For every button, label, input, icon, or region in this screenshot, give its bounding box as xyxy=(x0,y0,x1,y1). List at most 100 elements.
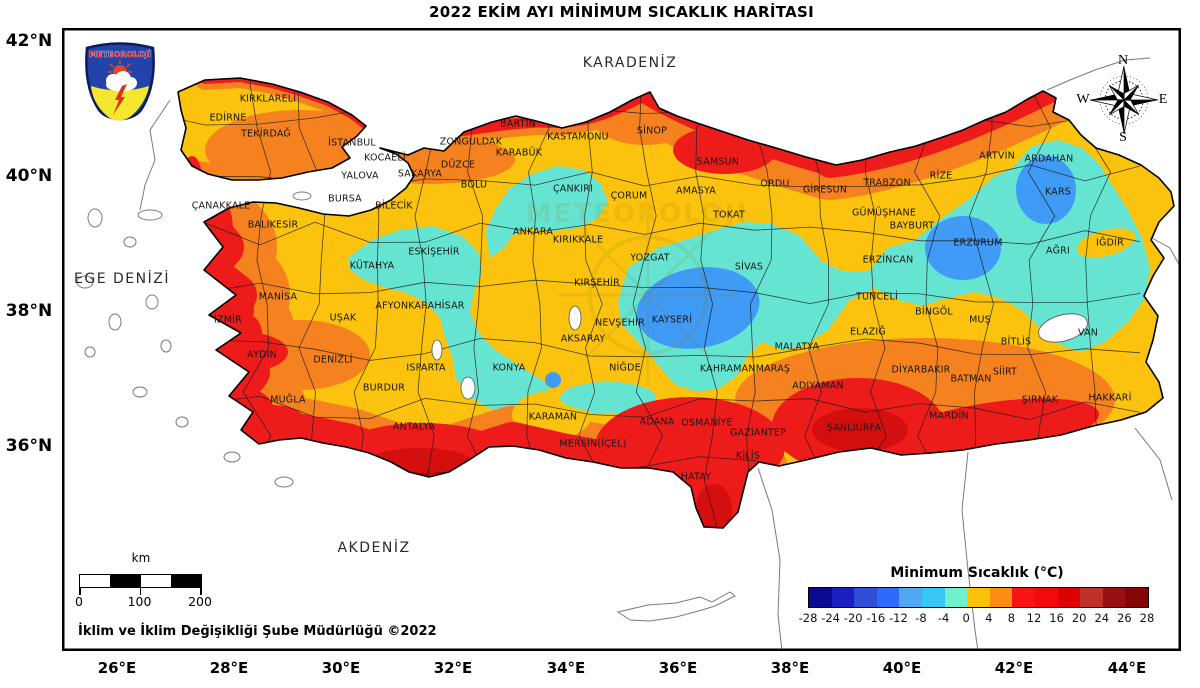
province-label: ISPARTA xyxy=(406,362,446,374)
lon-tick-label: 38°E xyxy=(770,659,810,677)
province-label: KARAMAN xyxy=(528,411,578,423)
scalebar-tick xyxy=(200,588,202,595)
province-label: ANTALYA xyxy=(392,421,436,433)
lake-egirdir xyxy=(431,339,443,361)
lon-tick-label: 26°E xyxy=(97,659,137,677)
province-label: AKSARAY xyxy=(560,333,606,345)
province-label: IĞDIR xyxy=(1096,237,1124,249)
legend-color-segment xyxy=(1034,588,1058,607)
province-label: TUNCELİ xyxy=(856,291,898,303)
legend-tick-label: 8 xyxy=(1007,611,1016,625)
legend-colorbar xyxy=(808,587,1149,608)
province-label: SİİRT xyxy=(992,366,1018,378)
province-label: MUĞLA xyxy=(270,394,306,406)
svg-text:METEOROLOJI: METEOROLOJI xyxy=(526,199,748,229)
province-label: ÇORUM xyxy=(610,190,648,202)
province-label: KAHRAMANMARAŞ xyxy=(699,363,791,375)
province-label: ŞANLIURFA xyxy=(826,422,882,434)
legend-tick-label: 20 xyxy=(1071,611,1087,625)
province-label: GAZİANTEP xyxy=(729,427,787,439)
legend-color-segment xyxy=(989,588,1013,607)
province-label: ADIYAMAN xyxy=(792,380,844,392)
province-label: HATAY xyxy=(680,471,712,483)
province-label: İZMİR xyxy=(214,314,242,326)
lon-tick-label: 44°E xyxy=(1107,659,1147,677)
province-label: SAMSUN xyxy=(696,156,740,168)
cyprus-outline xyxy=(616,591,736,622)
scalebar-segment xyxy=(80,575,111,587)
province-label: BİTLİS xyxy=(1000,336,1032,348)
province-label: GÜMÜŞHANE xyxy=(851,207,917,219)
latitude-axis: 42°N 40°N 38°N 36°N xyxy=(0,28,58,651)
scalebar-segment xyxy=(110,575,141,587)
turkey-temperature-map: METEOROLOJI METEOROLOJİ xyxy=(62,28,1181,651)
province-label: BALIKESİR xyxy=(247,219,299,231)
province-label: VAN xyxy=(1077,327,1099,339)
province-label: OSMANİYE xyxy=(681,417,733,429)
meteoroloji-logo-icon: METEOROLOJİ xyxy=(85,42,155,121)
lon-tick-label: 28°E xyxy=(209,659,249,677)
legend-tick-label: 24 xyxy=(1094,611,1110,625)
sea-label: EGE DENİZİ xyxy=(74,271,170,287)
province-label: AYDIN xyxy=(247,349,277,361)
legend-color-segment xyxy=(1057,588,1081,607)
province-label: KIRKLARELİ xyxy=(239,93,297,105)
province-label: KONYA xyxy=(492,362,526,374)
province-label: YOZGAT xyxy=(630,252,670,264)
lon-tick-label: 32°E xyxy=(433,659,473,677)
province-label: TOKAT xyxy=(713,209,745,221)
legend-tick-label: -20 xyxy=(843,611,863,625)
province-label: BURDUR xyxy=(362,382,406,394)
province-label: BURSA xyxy=(328,193,362,205)
province-label: RİZE xyxy=(929,170,953,182)
scalebar xyxy=(79,574,202,588)
province-label: BARTIN xyxy=(500,118,536,130)
province-label: ERZİNCAN xyxy=(862,254,914,266)
province-label: DİYARBAKIR xyxy=(891,364,951,376)
scalebar-tick xyxy=(79,588,81,595)
province-label: KAYSERİ xyxy=(651,314,693,326)
province-label: ELAZIĞ xyxy=(850,326,886,338)
legend-tick-label: -8 xyxy=(915,611,927,625)
svg-text:METEOROLOJİ: METEOROLOJİ xyxy=(89,49,151,59)
legend-color-segment xyxy=(921,588,945,607)
province-label: KARABÜK xyxy=(495,147,543,159)
province-label: ESKİŞEHİR xyxy=(408,246,460,258)
province-label: ZONGULDAK xyxy=(439,136,503,148)
province-label: ERZURUM xyxy=(953,237,1003,249)
province-label: KİLİS xyxy=(735,450,761,462)
province-label: ARTVİN xyxy=(979,150,1015,162)
province-label: KARS xyxy=(1045,186,1071,198)
province-label: NİĞDE xyxy=(609,362,641,374)
legend-tick-label: 12 xyxy=(1026,611,1042,625)
province-label: MERSİN(İÇEL) xyxy=(559,438,627,450)
neighbor-borders xyxy=(76,57,1181,651)
compass-rose-icon xyxy=(1089,65,1159,135)
province-label: ANKARA xyxy=(512,226,554,238)
province-label: BİNGÖL xyxy=(915,306,953,318)
legend-color-segment xyxy=(876,588,900,607)
province-label: ARDAHAN xyxy=(1024,153,1074,165)
legend-tick-label: -24 xyxy=(821,611,840,625)
province-label: KIRIKKALE xyxy=(552,234,604,246)
compass-letter: E xyxy=(1158,92,1168,107)
legend-color-segment xyxy=(854,588,877,607)
province-label: AĞRI xyxy=(1046,245,1070,257)
lat-tick-label: 36°N xyxy=(5,436,53,456)
compass-letter: W xyxy=(1076,92,1090,107)
legend-color-segment xyxy=(944,588,968,607)
legend-color-segment xyxy=(1080,588,1103,607)
province-label: BOLU xyxy=(460,179,488,191)
legend-tick-label: 0 xyxy=(962,611,970,625)
province-label: BATMAN xyxy=(950,373,992,385)
province-label: ÇANAKKALE xyxy=(191,200,251,212)
province-label: İSTANBUL xyxy=(328,137,376,149)
province-border-line xyxy=(178,279,1141,304)
legend-tick-label: -28 xyxy=(798,611,818,625)
province-label: ÇANKIRI xyxy=(552,183,594,195)
sea-label: KARADENİZ xyxy=(582,55,678,71)
lat-tick-label: 38°N xyxy=(5,301,53,321)
province-label: KASTAMONU xyxy=(547,131,609,143)
province-label: MANİSA xyxy=(258,291,298,303)
legend-color-segment xyxy=(1012,588,1035,607)
